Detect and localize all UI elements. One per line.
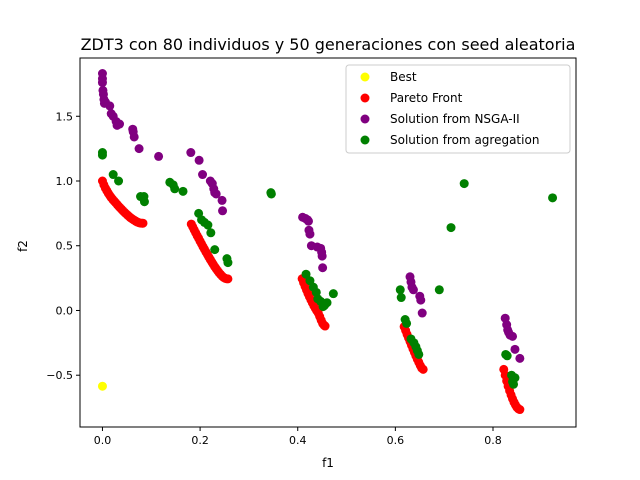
point-s2-2 <box>97 78 107 88</box>
point-s3-44 <box>502 351 512 361</box>
legend: Best Pareto Front Solution from NSGA-II Sol… <box>345 64 571 154</box>
point-s3-48 <box>510 373 520 383</box>
point-s2-55 <box>515 353 525 363</box>
point-s3-39 <box>414 349 424 359</box>
x-tick-label-4: 0.8 <box>484 434 502 447</box>
point-s2-40 <box>318 263 328 273</box>
point-s2-44 <box>408 285 418 295</box>
x-tick-label-3: 0.6 <box>387 434 405 447</box>
x-tick-label-1: 0.2 <box>191 434 209 447</box>
point-s2-46 <box>416 295 426 305</box>
point-s3-40 <box>434 285 444 295</box>
y-axis: −0.5 0.0 0.5 1.0 1.5 <box>46 110 80 382</box>
point-s3-21 <box>301 269 311 279</box>
point-s3-10 <box>178 186 188 196</box>
point-s2-39 <box>317 251 327 261</box>
legend-label-2: Solution from NSGA-II <box>390 112 520 126</box>
legend-marker-0 <box>360 72 370 82</box>
point-s1-28 <box>138 218 148 228</box>
point-s2-21 <box>198 170 208 180</box>
point-s2-32 <box>303 216 313 226</box>
point-s3-6 <box>139 197 149 207</box>
chart-title: ZDT3 con 80 individuos y 50 generaciones… <box>81 35 576 54</box>
point-s3-20 <box>266 189 276 199</box>
point-s2-27 <box>217 195 227 205</box>
point-s3-49 <box>548 193 558 203</box>
legend-label-1: Pareto Front <box>390 91 463 105</box>
point-s3-34 <box>402 318 412 328</box>
point-s3-1 <box>97 150 107 160</box>
point-s2-28 <box>218 206 228 216</box>
legend-marker-3 <box>360 135 370 145</box>
legend-label-3: Solution from agregation <box>390 133 539 147</box>
point-s2-47 <box>417 308 427 318</box>
point-s2-8 <box>105 101 115 111</box>
y-tick-label-3: 1.0 <box>56 175 74 188</box>
x-axis-label: f1 <box>322 456 334 470</box>
point-s0-0 <box>97 381 107 391</box>
point-s3-31 <box>395 285 405 295</box>
point-s2-18 <box>154 151 164 161</box>
x-tick-label-0: 0.0 <box>94 434 112 447</box>
point-s3-15 <box>206 228 216 238</box>
point-s2-19 <box>186 148 196 158</box>
point-s2-53 <box>508 331 518 341</box>
point-s2-13 <box>115 119 125 129</box>
point-s1-97 <box>515 405 525 415</box>
point-s3-9 <box>170 184 180 194</box>
y-tick-label-4: 1.5 <box>56 110 74 123</box>
plot-frame <box>79 57 577 428</box>
point-s3-16 <box>210 245 220 255</box>
point-s2-34 <box>305 229 315 239</box>
point-s3-32 <box>396 293 406 303</box>
point-s2-16 <box>129 132 139 142</box>
point-s1-71 <box>320 321 330 331</box>
legend-marker-2 <box>360 114 370 124</box>
point-s1-54 <box>223 274 233 284</box>
point-s3-30 <box>328 289 338 299</box>
x-axis: 0.0 0.2 0.4 0.6 0.8 <box>94 427 502 447</box>
point-s3-42 <box>459 179 469 189</box>
point-s3-2 <box>108 170 118 180</box>
y-axis-label: f2 <box>16 240 30 252</box>
point-s1-85 <box>418 364 428 374</box>
point-s2-26 <box>211 189 221 199</box>
point-s3-14 <box>203 220 213 230</box>
legend-label-0: Best <box>390 70 417 84</box>
legend-frame <box>345 64 571 154</box>
y-tick-label-0: −0.5 <box>46 369 73 382</box>
point-s3-18 <box>223 258 233 268</box>
point-s2-20 <box>194 155 204 165</box>
point-s3-41 <box>446 223 456 233</box>
y-tick-label-1: 0.0 <box>56 304 74 317</box>
point-s2-17 <box>134 144 144 154</box>
point-s2-54 <box>510 344 520 354</box>
x-tick-label-2: 0.4 <box>289 434 307 447</box>
data-points <box>97 69 558 415</box>
point-s3-3 <box>114 176 124 186</box>
y-tick-label-2: 0.5 <box>56 240 74 253</box>
legend-marker-1 <box>360 93 370 103</box>
point-s3-29 <box>322 298 332 308</box>
